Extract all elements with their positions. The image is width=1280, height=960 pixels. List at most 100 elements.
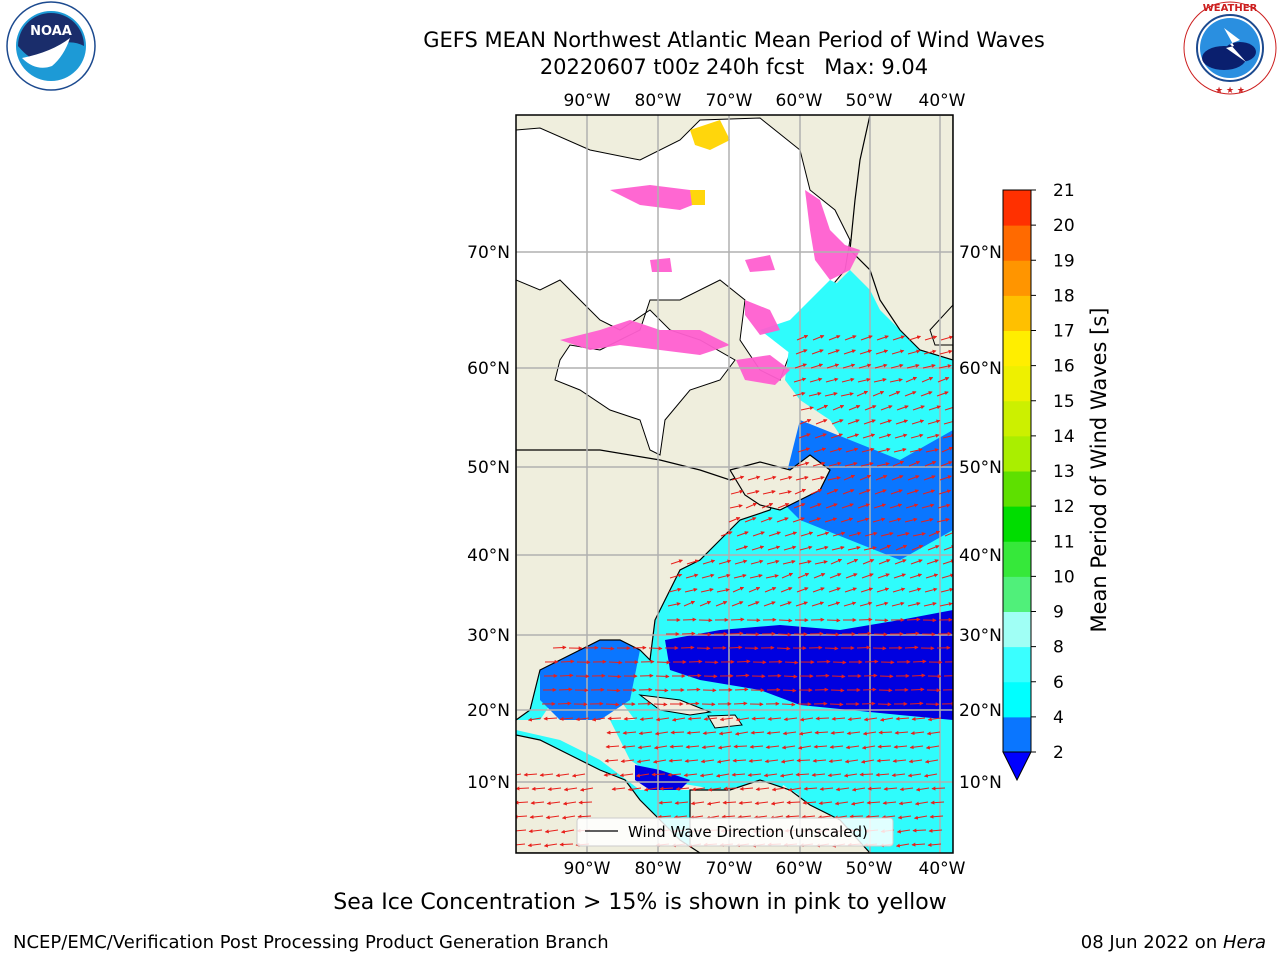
wind-wave-arrow-icon (516, 843, 526, 846)
wind-wave-arrow-icon (699, 773, 714, 778)
wind-wave-arrow-icon (908, 460, 921, 467)
sea-ice-note: Sea Ice Concentration > 15% is shown in … (333, 890, 947, 915)
colorbar-segment (1003, 330, 1031, 367)
wind-wave-arrow-icon (607, 674, 622, 679)
wind-wave-arrow-icon (555, 773, 570, 778)
wind-wave-arrow-icon (923, 602, 937, 607)
wind-wave-arrow-icon (794, 488, 807, 495)
wind-wave-arrow-icon (910, 559, 923, 565)
wind-wave-arrow-icon (862, 559, 875, 565)
sea-ice-overlay (560, 120, 860, 385)
wind-wave-arrow-icon (516, 773, 522, 776)
wind-wave-arrow-icon (905, 631, 920, 636)
wind-wave-arrow-icon (879, 544, 892, 551)
wind-wave-arrow-icon (809, 503, 822, 509)
wind-wave-arrow-icon (516, 786, 530, 791)
wind-wave-arrow-icon (913, 815, 928, 820)
wind-wave-arrow-icon (929, 814, 944, 819)
wind-wave-arrow-icon (786, 800, 801, 805)
wind-wave-arrow-icon (603, 772, 618, 777)
colorbar: 2 4 6 8 9 10 11 12 13 14 15 16 17 18 19 20 21 (1002, 181, 1075, 782)
wind-wave-arrow-icon (857, 631, 872, 636)
wind-wave-arrow-icon (545, 815, 560, 820)
wind-wave-arrow-icon (655, 674, 670, 679)
wind-wave-arrow-icon (763, 601, 776, 607)
wind-wave-arrow-icon (813, 573, 826, 579)
wind-wave-arrow-icon (891, 601, 905, 607)
colorbar-segment (1003, 225, 1031, 261)
wind-wave-arrow-icon (862, 731, 877, 736)
colorbar-segment (1003, 576, 1031, 612)
wind-wave-arrow-icon (874, 489, 887, 495)
wind-wave-arrow-icon (777, 632, 792, 637)
wind-wave-arrow-icon (873, 503, 887, 509)
colorbar-segment (1003, 190, 1031, 226)
wind-wave-arrow-icon (754, 801, 769, 806)
wind-wave-arrow-icon (621, 745, 636, 749)
wind-wave-arrow-icon (578, 800, 593, 805)
wind-wave-arrow-icon (860, 462, 874, 467)
colorbar-extend-icon (1002, 751, 1032, 782)
wind-wave-arrow-icon (878, 559, 891, 565)
wind-wave-arrow-icon (701, 573, 715, 579)
wind-wave-arrow-icon (798, 433, 811, 439)
wind-wave-arrow-icon (849, 814, 864, 819)
wind-wave-arrow-icon (638, 731, 653, 736)
wind-wave-arrow-icon (776, 646, 791, 651)
legend-label: Wind Wave Direction (unscaled) (628, 823, 868, 841)
wind-wave-arrow-icon (734, 731, 749, 736)
wind-wave-arrow-icon (876, 587, 890, 593)
wind-wave-arrow-icon (939, 602, 953, 607)
wind-wave-arrow-icon (622, 730, 637, 735)
wind-wave-arrow-icon (779, 773, 794, 778)
wind-wave-arrow-icon (927, 717, 942, 722)
colorbar-tick-label: 9 (1053, 603, 1064, 623)
land-greenland-east (849, 115, 953, 361)
wind-wave-arrow-icon (670, 559, 684, 565)
lat-label-left: 70°N (467, 243, 510, 263)
colorbar-tick-label: 10 (1053, 567, 1075, 587)
wind-wave-arrow-icon (911, 673, 926, 678)
wind-wave-arrow-icon (826, 489, 839, 495)
wind-wave-arrow-icon (878, 433, 892, 439)
wind-wave-arrow-icon (544, 829, 559, 834)
lat-label-right: 20°N (959, 701, 1002, 721)
wind-wave-arrow-icon (898, 801, 913, 806)
wind-wave-arrow-icon (909, 701, 924, 706)
wind-wave-arrow-icon (883, 786, 898, 791)
wind-wave-arrow-icon (795, 349, 808, 355)
wind-wave-arrow-icon (700, 759, 715, 764)
wind-wave-arrow-icon (943, 545, 953, 551)
wind-wave-arrow-icon (830, 688, 845, 693)
wind-wave-arrow-icon (815, 419, 828, 425)
wind-wave-arrow-icon (907, 773, 922, 778)
wind-wave-arrow-icon (797, 745, 812, 750)
wind-wave-arrow-icon (627, 787, 642, 792)
wind-wave-arrow-icon (875, 349, 889, 355)
wind-wave-arrow-icon (846, 558, 859, 565)
wind-wave-arrow-icon (925, 573, 939, 579)
wind-wave-arrow-icon (915, 787, 930, 792)
wind-wave-arrow-icon (856, 390, 869, 397)
map-plot-area: Wind Wave Direction (unscaled) (516, 115, 953, 853)
wind-wave-arrow-icon (905, 376, 918, 383)
wind-wave-arrow-icon (864, 659, 879, 664)
map-title: GEFS MEAN Northwest Atlantic Mean Period… (423, 28, 1045, 52)
wind-wave-arrow-icon (761, 502, 774, 509)
wind-wave-arrow-icon (765, 745, 780, 750)
wind-wave-arrow-icon (936, 518, 950, 523)
lat-label-left: 40°N (467, 546, 510, 566)
wind-wave-arrow-icon (620, 759, 635, 764)
wind-wave-arrow-icon (703, 717, 718, 721)
wind-wave-arrow-icon (907, 349, 921, 355)
wind-wave-arrow-icon (575, 717, 590, 722)
wind-wave-arrow-icon (924, 587, 938, 593)
wind-wave-arrow-icon (795, 475, 809, 481)
wind-wave-arrow-icon (699, 600, 712, 607)
wind-wave-arrow-icon (782, 559, 796, 565)
wind-wave-arrow-icon (832, 531, 846, 537)
wind-wave-arrow-icon (680, 645, 695, 650)
wind-wave-arrow-icon (863, 673, 878, 678)
wind-wave-arrow-icon (818, 801, 833, 806)
wind-wave-arrow-icon (547, 787, 562, 792)
